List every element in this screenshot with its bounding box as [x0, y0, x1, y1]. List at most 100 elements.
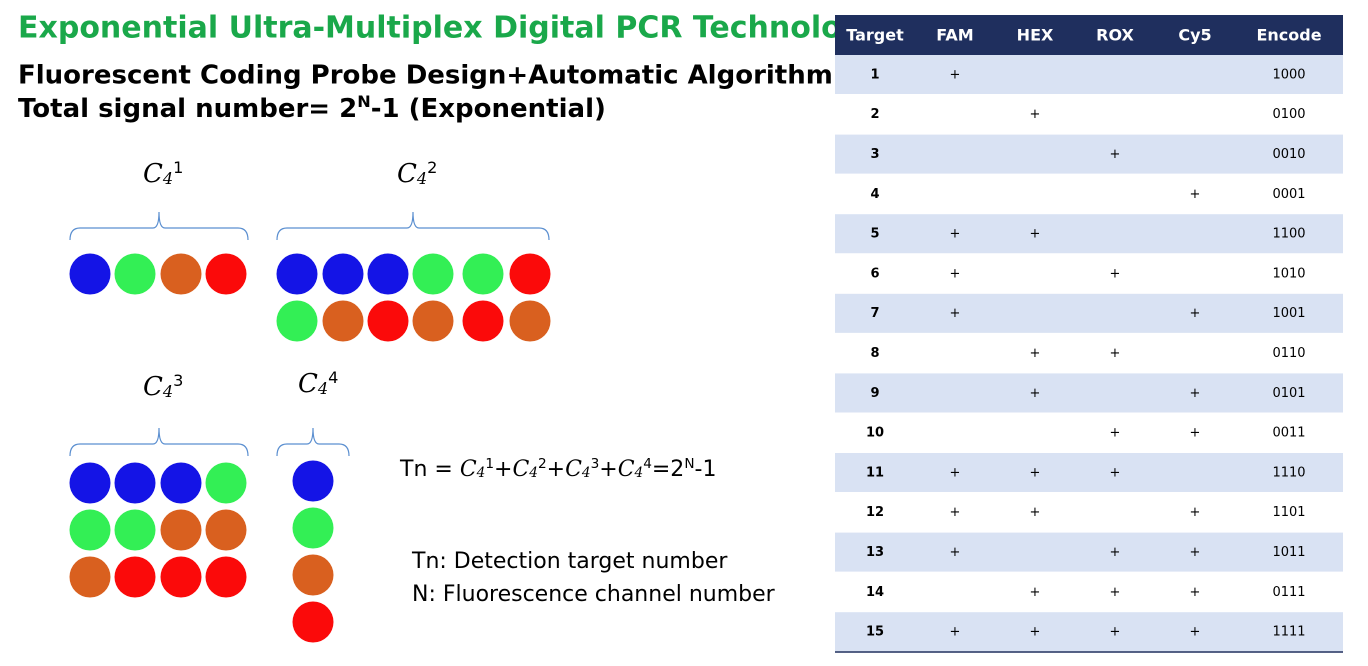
- table-cell: 1000: [1272, 67, 1305, 82]
- combination-label: C44: [298, 368, 338, 399]
- probe-dot: [509, 253, 551, 295]
- probe-dots: [69, 253, 551, 643]
- probe-dot: [205, 253, 247, 295]
- probe-dot: [205, 556, 247, 598]
- table-cell: +: [950, 67, 961, 82]
- table-cell: +: [1190, 505, 1201, 520]
- table-cell: 1001: [1272, 306, 1305, 321]
- combination-label: C43: [143, 371, 183, 402]
- script: N: [684, 456, 694, 472]
- tn-formula: Tn = C41+C42+C43+C44=2N-1: [399, 456, 716, 482]
- text-part: C: [565, 457, 582, 482]
- table-cell: +: [950, 266, 961, 281]
- probe-dot: [69, 253, 111, 295]
- note: Tn: Detection target number: [411, 549, 728, 574]
- table-cell: +: [950, 465, 961, 480]
- table-row-bg: [835, 373, 1343, 414]
- probe-dot: [462, 300, 504, 342]
- probe-dot: [276, 253, 318, 295]
- script: 3: [173, 371, 183, 390]
- table-cell: +: [1110, 585, 1121, 600]
- script: 4: [528, 465, 538, 481]
- probe-dot: [114, 253, 156, 295]
- table-row-bg: [835, 453, 1343, 493]
- probe-dot: [160, 462, 202, 504]
- table-cell: 5: [870, 227, 879, 242]
- table-cell: +: [1110, 426, 1121, 441]
- text-part: C: [397, 159, 417, 189]
- table-cell: 1010: [1272, 266, 1305, 281]
- table-row-bg: [835, 492, 1343, 533]
- table-cell: +: [1190, 386, 1201, 401]
- table-cell: 8: [870, 346, 879, 361]
- table-cell: 1100: [1272, 227, 1305, 242]
- probe-dot: [412, 300, 454, 342]
- table-row-bg: [835, 572, 1343, 613]
- text-part: =2: [652, 457, 684, 482]
- table-cell: 0110: [1272, 346, 1305, 361]
- column-header: ROX: [1096, 26, 1134, 45]
- signal-formula: Total signal number= 2N-1 (Exponential): [18, 92, 606, 123]
- text-part: C: [298, 369, 318, 399]
- probe-dot: [160, 556, 202, 598]
- encode-table: Target FAM HEX ROX Cy5 Encode 1 +1000 2 +0100 3 +00…: [835, 15, 1343, 653]
- column-header: FAM: [936, 26, 973, 45]
- text-part: C: [143, 372, 163, 402]
- table-cell: 6: [870, 266, 879, 281]
- probe-dot: [367, 253, 409, 295]
- note: N: Fluorescence channel number: [412, 582, 776, 607]
- probe-dot: [160, 253, 202, 295]
- script: 4: [581, 465, 591, 481]
- probe-dot: [322, 300, 364, 342]
- table-row-bg: [835, 612, 1343, 652]
- probe-dot: [114, 462, 156, 504]
- table-row-bg: [835, 413, 1343, 453]
- table-cell: +: [1110, 465, 1121, 480]
- table-cell: 0101: [1272, 386, 1305, 401]
- text-part: C: [460, 457, 477, 482]
- table-cell: +: [1110, 346, 1121, 361]
- probe-dot: [462, 253, 504, 295]
- probe-dot: [292, 601, 334, 643]
- script: 1: [173, 158, 183, 177]
- table-cell: +: [1030, 227, 1041, 242]
- probe-dot: [114, 509, 156, 551]
- subtitle: Fluorescent Coding Probe Design+Automati…: [18, 61, 833, 91]
- script: 4: [317, 379, 328, 398]
- probe-dot: [367, 300, 409, 342]
- text-part: Total signal number= 2: [18, 94, 357, 124]
- probe-dot: [509, 300, 551, 342]
- table-cell: 0001: [1272, 187, 1305, 202]
- braces: [69, 211, 550, 457]
- probe-dot: [292, 507, 334, 549]
- probe-dot: [276, 300, 318, 342]
- table-cell: 13: [866, 545, 884, 560]
- script: 1: [485, 456, 494, 472]
- script: 4: [634, 465, 644, 481]
- table-cell: 0011: [1272, 426, 1305, 441]
- script: N: [357, 92, 370, 111]
- table-cell: +: [1030, 465, 1041, 480]
- table-cell: +: [1110, 545, 1121, 560]
- text-part: +: [547, 457, 565, 482]
- probe-dot: [69, 509, 111, 551]
- table-cell: 0010: [1272, 147, 1305, 162]
- table-cell: +: [1110, 266, 1121, 281]
- script: 4: [162, 382, 173, 401]
- table-cell: 9: [870, 386, 879, 401]
- table-row-bg: [835, 293, 1343, 334]
- table-cell: +: [1190, 625, 1201, 640]
- table-cell: +: [1030, 346, 1041, 361]
- table-cell: 1111: [1272, 625, 1305, 640]
- script: 2: [538, 456, 547, 472]
- probe-dot: [292, 460, 334, 502]
- text-part: -1 (Exponential): [371, 94, 606, 124]
- table-cell: +: [1030, 386, 1041, 401]
- script: 4: [328, 368, 338, 387]
- script: 2: [427, 158, 437, 177]
- script: 4: [416, 169, 427, 188]
- table-row-bg: [835, 55, 1343, 95]
- table-cell: +: [1110, 147, 1121, 162]
